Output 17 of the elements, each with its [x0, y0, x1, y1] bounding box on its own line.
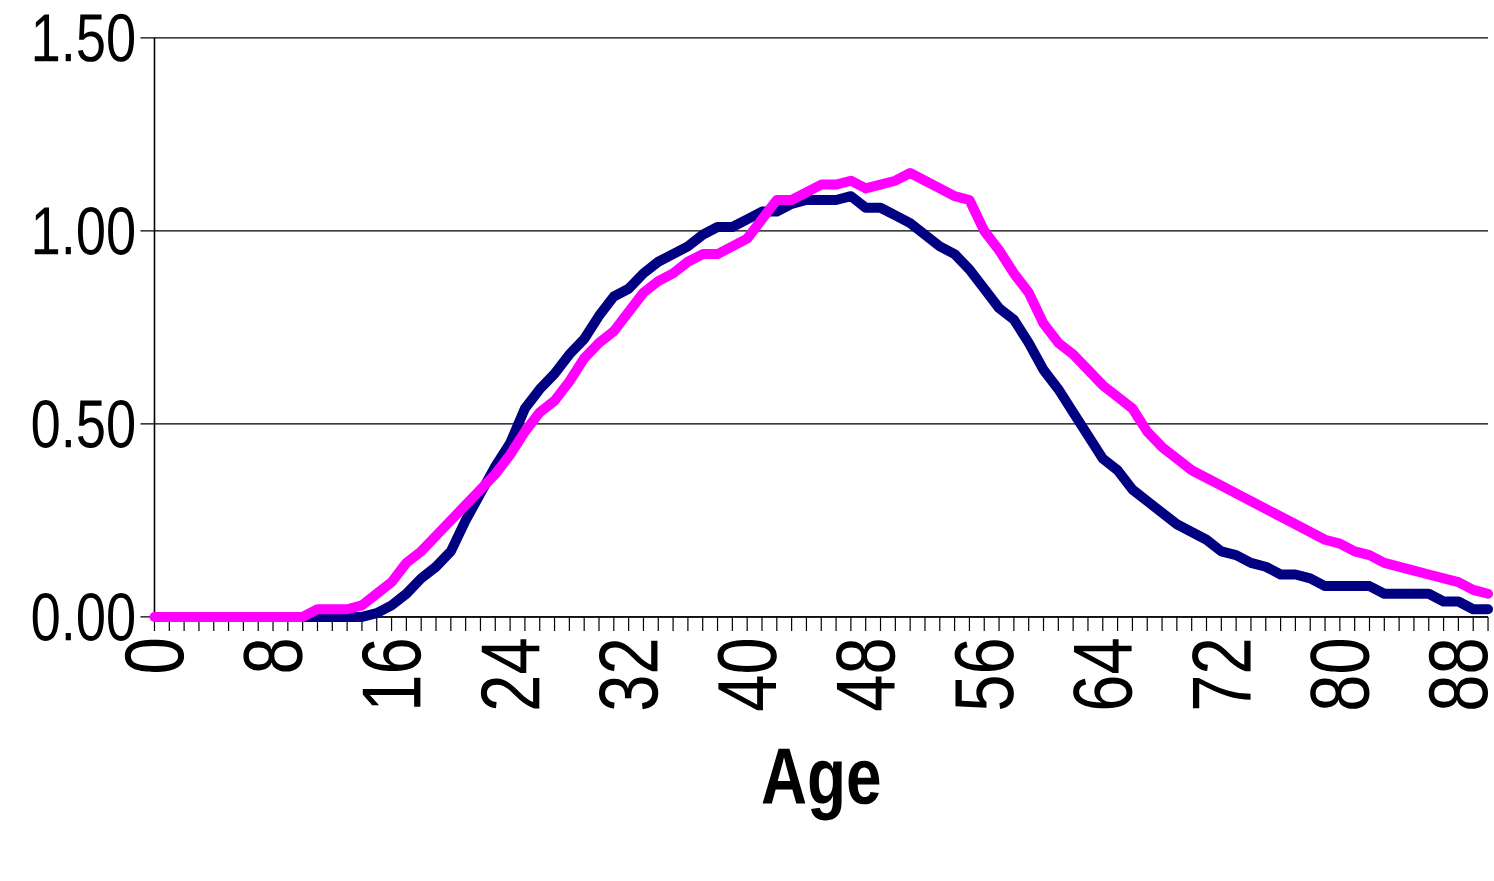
x-tick-label: 40 — [717, 639, 777, 711]
x-tick-label: 56 — [954, 640, 1014, 710]
x-tick-label: 64 — [1073, 639, 1133, 709]
y-tick-label: 1.50 — [34, 13, 135, 62]
y-tick-label: 0.50 — [32, 399, 135, 448]
x-tick-label: 88 — [1428, 640, 1489, 709]
y-tick-label: 1.00 — [34, 206, 135, 255]
x-axis-title: Age — [762, 748, 880, 821]
x-tick-label: 80 — [1310, 639, 1370, 709]
x-tick-label: 48 — [836, 640, 896, 711]
x-tick-label: 32 — [598, 640, 659, 710]
x-tick-label: 72 — [1192, 640, 1251, 709]
x-tick-label: 0 — [124, 639, 185, 672]
x-tick-label: 16 — [361, 640, 422, 707]
x-tick-label: 24 — [480, 639, 540, 709]
x-tick-label: 8 — [243, 640, 303, 672]
y-tick-label: 0.00 — [32, 592, 135, 641]
